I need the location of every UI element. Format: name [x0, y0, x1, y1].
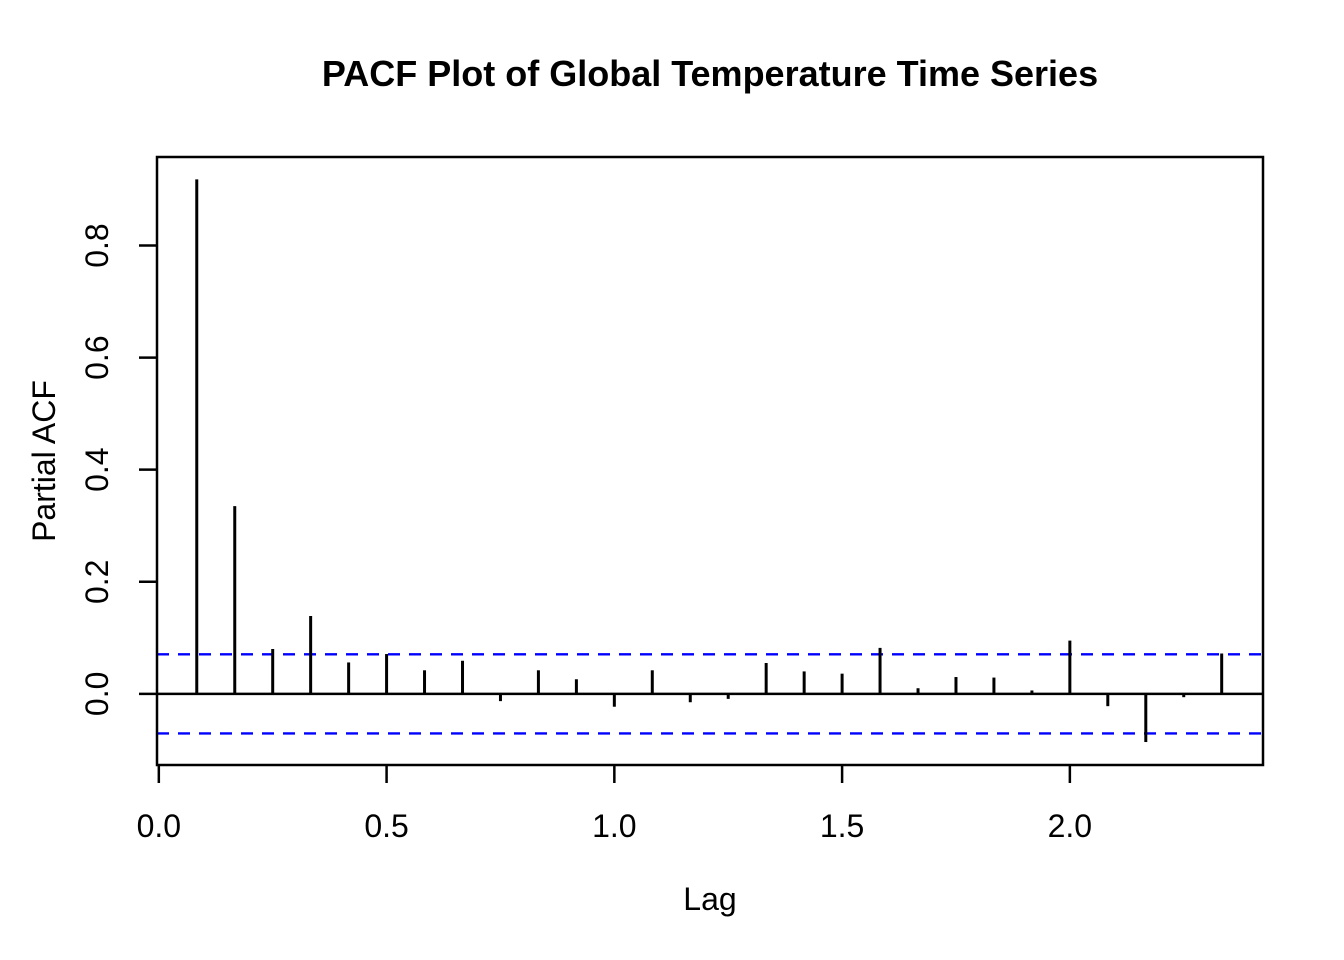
x-axis-ticks: 0.0 0.5 1.0 1.5 2.0	[137, 765, 1092, 844]
x-axis-label: Lag	[683, 881, 736, 917]
x-tick-label: 1.5	[820, 808, 864, 844]
x-tick-label: 1.0	[592, 808, 636, 844]
confidence-lines-layer	[157, 653, 1263, 735]
plot-border-box	[155, 155, 1265, 767]
y-tick-label: 0.6	[79, 335, 115, 379]
y-tick-label: 0.2	[79, 560, 115, 604]
x-tick-label: 0.5	[364, 808, 408, 844]
x-tick-label: 0.0	[137, 808, 181, 844]
y-axis-label: Partial ACF	[26, 380, 62, 542]
y-axis-ticks: 0.0 0.2 0.4 0.6 0.8	[79, 223, 157, 716]
y-tick-label: 0.0	[79, 672, 115, 716]
y-tick-label: 0.4	[79, 447, 115, 491]
y-tick-label: 0.8	[79, 223, 115, 267]
x-tick-label: 2.0	[1048, 808, 1092, 844]
chart-title: PACF Plot of Global Temperature Time Ser…	[322, 53, 1098, 94]
bars-layer	[195, 179, 1224, 743]
